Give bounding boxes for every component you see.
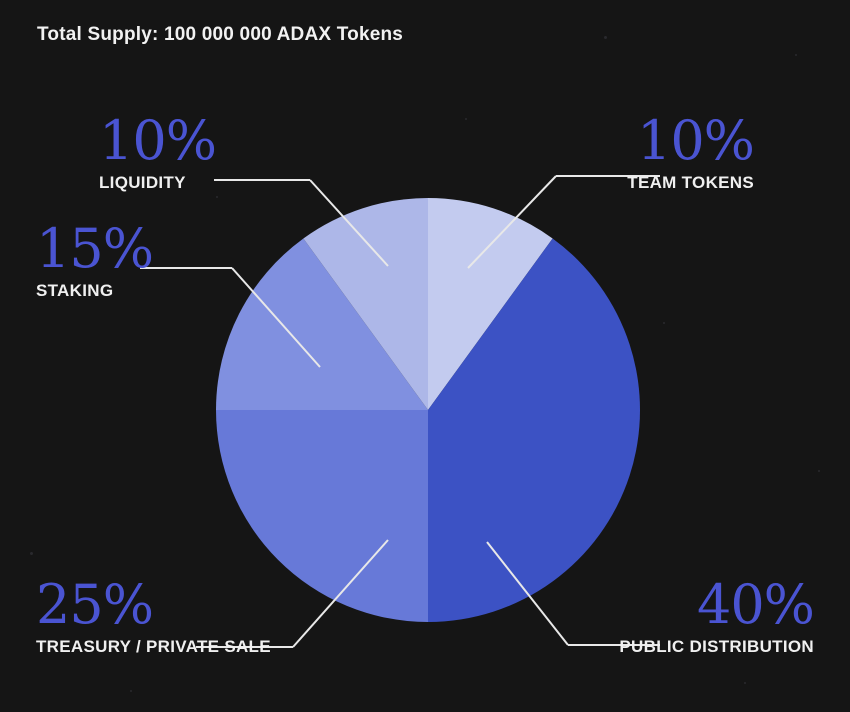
leader-line-staking	[231, 267, 321, 368]
leader-lines	[140, 175, 660, 648]
pie-slice-public-distribution[interactable]	[428, 238, 640, 623]
background-speck	[30, 552, 33, 555]
background-speck	[604, 36, 607, 39]
leader-line-liquidity	[309, 179, 389, 267]
callout-public-distribution-label: PUBLIC DISTRIBUTION	[619, 637, 814, 656]
background-speck	[465, 118, 467, 120]
callout-staking-percent: 15%	[36, 217, 154, 280]
background-speck	[216, 196, 218, 198]
leader-line-treasury	[292, 539, 389, 648]
callout-public-distribution-percent: 40%	[696, 573, 815, 636]
callout-treasury-label: TREASURY / PRIVATE SALE	[36, 637, 271, 656]
background-speck	[663, 322, 665, 324]
callout-team-tokens-label: TEAM TOKENS	[627, 173, 754, 192]
leader-line-team	[467, 175, 557, 269]
background-speck	[744, 682, 746, 684]
background-speck	[130, 690, 132, 692]
pie-slice-liquidity[interactable]	[303, 198, 428, 410]
pie-slice-team-tokens[interactable]	[428, 198, 553, 410]
callout-treasury-percent: 25%	[36, 573, 154, 636]
background-speck	[818, 470, 820, 472]
callout-staking: 15% STAKING	[36, 217, 154, 301]
pie-slice-treasury-private-sale[interactable]	[216, 410, 428, 622]
callout-treasury: 25% TREASURY / PRIVATE SALE	[36, 578, 271, 657]
callout-team-tokens-percent: 10%	[636, 109, 755, 172]
callout-team-tokens: 10% TEAM TOKENS	[598, 109, 755, 193]
background-speck	[795, 54, 797, 56]
page-title: Total Supply: 100 000 000 ADAX Tokens	[37, 24, 404, 45]
pie-slices	[216, 198, 640, 623]
callout-staking-label: STAKING	[36, 281, 114, 300]
callout-public-distribution: 40% PUBLIC DISTRIBUTION	[578, 573, 815, 657]
leader-line-public	[486, 541, 569, 646]
callout-liquidity-percent: 10%	[99, 109, 217, 172]
callout-liquidity-label: LIQUIDITY	[99, 173, 186, 192]
callout-liquidity: 10% LIQUIDITY	[99, 109, 217, 193]
pie-slice-staking[interactable]	[216, 238, 428, 410]
